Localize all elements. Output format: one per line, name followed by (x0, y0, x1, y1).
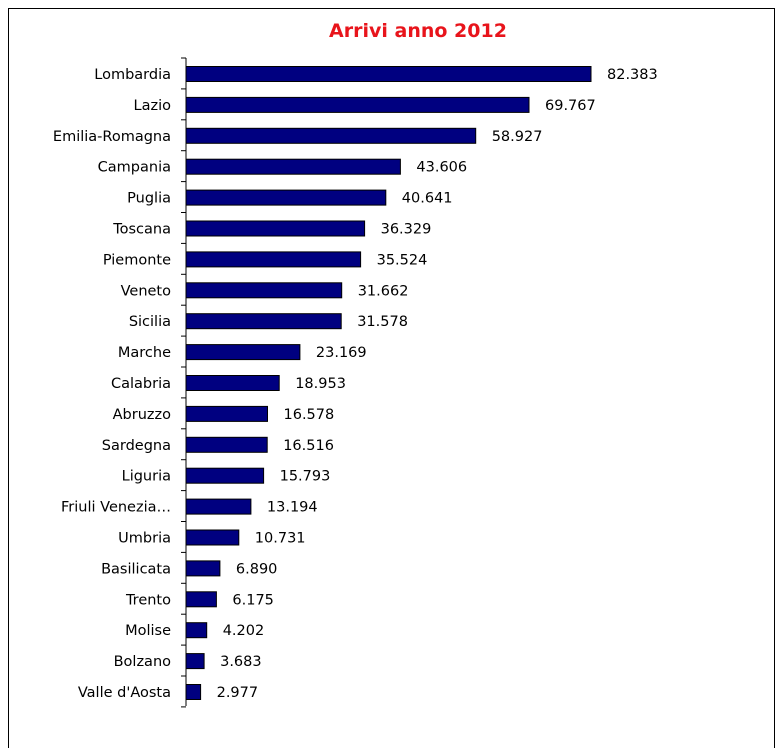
value-label: 82.383 (607, 67, 658, 83)
category-label: Veneto (121, 283, 172, 299)
category-label: Molise (125, 623, 171, 639)
category-label: Trento (125, 592, 171, 608)
y-axis-group (181, 57, 187, 708)
category-label: Bolzano (114, 654, 172, 670)
category-label: Lombardia (94, 67, 171, 83)
bar (185, 158, 401, 175)
bar (185, 684, 202, 700)
category-label: Abruzzo (113, 407, 171, 423)
value-label: 4.202 (223, 623, 265, 639)
value-label: 2.977 (217, 685, 259, 701)
category-label: Sardegna (102, 438, 171, 454)
bar (185, 375, 280, 391)
bars-group (185, 66, 592, 700)
chart-title: Arrivi anno 2012 (329, 20, 507, 42)
bar (185, 498, 252, 515)
category-label: Sicilia (129, 314, 171, 330)
category-label: Basilicata (101, 561, 171, 577)
value-label: 16.578 (284, 407, 335, 423)
value-label: 40.641 (402, 191, 453, 207)
category-label: Marche (118, 345, 171, 361)
category-label: Friuli Venezia… (61, 500, 171, 516)
value-label: 36.329 (381, 222, 432, 238)
value-label: 10.731 (255, 531, 306, 547)
value-label: 69.767 (545, 98, 596, 114)
bar (185, 622, 208, 639)
bar (185, 282, 343, 299)
category-label: Calabria (111, 376, 171, 392)
bar (185, 313, 342, 330)
category-labels-group: Lombardia Lazio Emilia-Romagna Campania Pugl… (53, 67, 171, 701)
value-label: 15.793 (280, 469, 331, 485)
bar (185, 127, 477, 144)
value-label: 58.927 (492, 129, 543, 145)
category-label: Umbria (118, 531, 171, 547)
value-label: 31.578 (357, 314, 408, 330)
category-label: Toscana (112, 222, 171, 238)
category-label: Piemonte (103, 252, 171, 268)
value-label: 3.683 (220, 654, 262, 670)
bar (185, 591, 217, 608)
bar (185, 405, 268, 422)
value-label: 6.890 (236, 561, 278, 577)
bar (185, 529, 240, 546)
value-label: 31.662 (358, 283, 409, 299)
bar (185, 66, 592, 82)
value-label: 43.606 (416, 160, 467, 176)
bar (185, 344, 301, 361)
category-label: Liguria (122, 469, 171, 485)
value-label: 35.524 (377, 252, 428, 268)
bar (185, 467, 265, 484)
bar (185, 96, 530, 113)
bar (185, 653, 205, 670)
category-label: Campania (98, 160, 171, 176)
category-label: Lazio (134, 98, 172, 114)
value-label: 23.169 (316, 345, 367, 361)
bar (185, 560, 221, 577)
bar (185, 251, 362, 268)
category-label: Emilia-Romagna (53, 129, 171, 145)
value-label: 16.516 (283, 438, 334, 454)
value-label: 13.194 (267, 500, 318, 516)
bar (185, 189, 387, 206)
bar (185, 436, 268, 453)
category-label: Puglia (127, 191, 171, 207)
value-label: 6.175 (232, 592, 274, 608)
bar (185, 220, 366, 237)
category-label: Valle d'Aosta (78, 685, 171, 701)
value-label: 18.953 (295, 376, 346, 392)
